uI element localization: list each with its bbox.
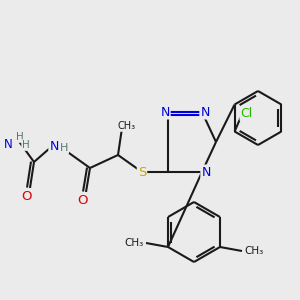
Text: H: H xyxy=(22,140,30,150)
Text: CH₃: CH₃ xyxy=(244,246,264,256)
Text: N: N xyxy=(4,137,12,151)
Text: N: N xyxy=(200,106,210,118)
Text: N: N xyxy=(201,166,211,178)
Text: O: O xyxy=(21,190,31,202)
Text: N: N xyxy=(49,140,59,154)
Text: S: S xyxy=(138,166,146,178)
Text: Cl: Cl xyxy=(241,107,253,120)
Text: N: N xyxy=(160,106,170,118)
Text: CH₃: CH₃ xyxy=(118,121,136,131)
Text: H: H xyxy=(60,143,68,153)
Text: CH₃: CH₃ xyxy=(124,238,144,248)
Text: H: H xyxy=(16,132,24,142)
Text: O: O xyxy=(77,194,87,206)
